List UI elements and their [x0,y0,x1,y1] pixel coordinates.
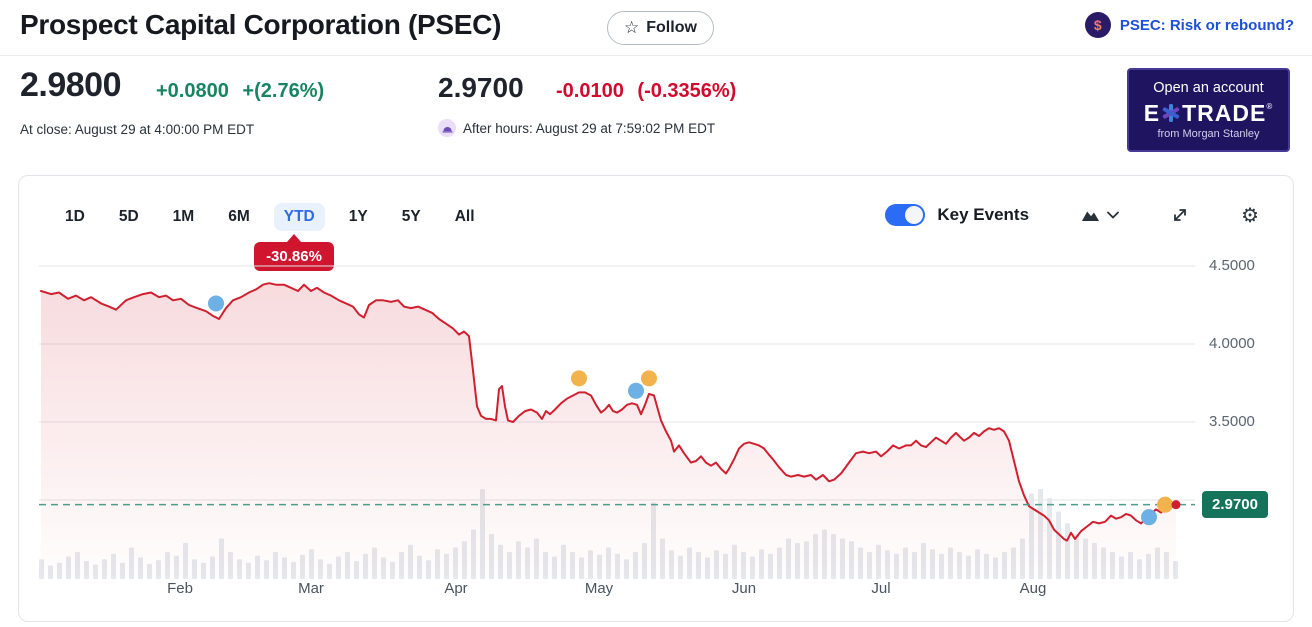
x-axis-label-jul: Jul [871,580,891,597]
toggle-knob [905,206,924,224]
after-hours-moon-icon [438,119,456,137]
news-dollar-icon: $ [1084,12,1111,38]
current-price-badge: 2.9700 [1202,491,1268,518]
change-value: +0.0800 [156,80,229,102]
etrade-logo-trade: TRADE [1182,100,1267,126]
range-tab-5d[interactable]: 5D [118,208,139,225]
event-dot-orange [641,370,657,387]
range-tab-1y[interactable]: 1Y [348,208,368,225]
range-tab-1m[interactable]: 1M [172,208,195,225]
etrade-ad[interactable]: Open an account E TRADE ® from Morgan St… [1127,68,1290,152]
chart-type-selector[interactable] [1081,207,1119,223]
etrade-asterisk-icon [1162,104,1180,122]
after-change-value: -0.0100 [556,80,624,102]
regular-market-change: +0.0800 +(2.76%) [156,80,324,103]
chart-settings-button[interactable]: ⚙ [1241,203,1259,227]
news-link-text: PSEC: Risk or rebound? [1119,16,1294,34]
page-title: Prospect Capital Corporation (PSEC) [20,9,502,40]
gear-icon: ⚙ [1241,203,1259,227]
etrade-logo-e: E [1143,100,1161,126]
etrade-trademark: ® [1266,102,1274,111]
price-area [41,283,1176,576]
key-events-label: Key Events [937,205,1030,224]
ad-subtitle: from Morgan Stanley [1157,128,1260,140]
expand-icon [1174,209,1186,221]
price-line [40,282,1177,542]
header-divider [0,55,1312,56]
news-link-pill[interactable]: $ PSEC: Risk or rebound? [1084,12,1294,38]
last-price-dot [1171,500,1181,510]
key-events-toggle[interactable] [885,204,926,226]
x-axis-label-feb: Feb [167,580,193,597]
regular-market-price: 2.9800 [20,66,122,104]
fullscreen-button[interactable] [1171,206,1189,224]
at-close-label: At close: August 29 at 4:00:00 PM EDT [20,122,255,137]
y-axis-label: 4.0000 [1209,335,1255,352]
after-hours-change: -0.0100 (-0.3356%) [556,80,736,103]
event-dot-orange [571,370,587,387]
follow-button[interactable]: ☆ Follow [607,11,714,45]
range-tab-5y[interactable]: 5Y [401,208,421,225]
price-chart[interactable] [19,176,1295,621]
y-axis-label: 4.5000 [1209,257,1255,274]
chart-card: 1D 5D 1M 6M YTD 1Y 5Y All Key Events [18,175,1294,622]
event-dot-blue [1141,509,1157,526]
x-axis-label-aug: Aug [1019,580,1047,597]
star-icon: ☆ [624,17,640,37]
after-hours-text: After hours: August 29 at 7:59:02 PM EDT [463,120,716,136]
x-axis-label-apr: Apr [444,580,468,597]
after-change-percent: (-0.3356%) [637,80,737,102]
range-tab-6m[interactable]: 6M [228,208,250,225]
after-hours-label-row: After hours: August 29 at 7:59:02 PM EDT [438,119,715,137]
x-axis-label-jun: Jun [731,580,757,597]
mountain-chart-icon [1082,211,1100,221]
follow-label: Follow [646,19,697,36]
after-hours-price: 2.9700 [438,72,524,103]
y-axis-label: 3.5000 [1209,413,1255,430]
x-axis-label-mar: Mar [298,580,324,597]
range-tab-1d[interactable]: 1D [65,208,85,225]
chart-controls: Key Events ⚙ [885,203,1259,227]
range-tab-ytd[interactable]: YTD [273,203,325,231]
ad-cta-text: Open an account [1153,80,1264,96]
event-dot-orange [1157,496,1173,513]
event-dot-blue [628,382,644,399]
range-selector: 1D 5D 1M 6M YTD 1Y 5Y All [55,203,485,231]
x-axis-label-may: May [584,580,614,597]
change-percent: +(2.76%) [242,80,325,102]
event-dot-blue [208,295,224,312]
chevron-down-icon [1107,211,1119,219]
etrade-logo: E TRADE ® [1144,102,1273,125]
range-tab-all[interactable]: All [454,208,475,225]
